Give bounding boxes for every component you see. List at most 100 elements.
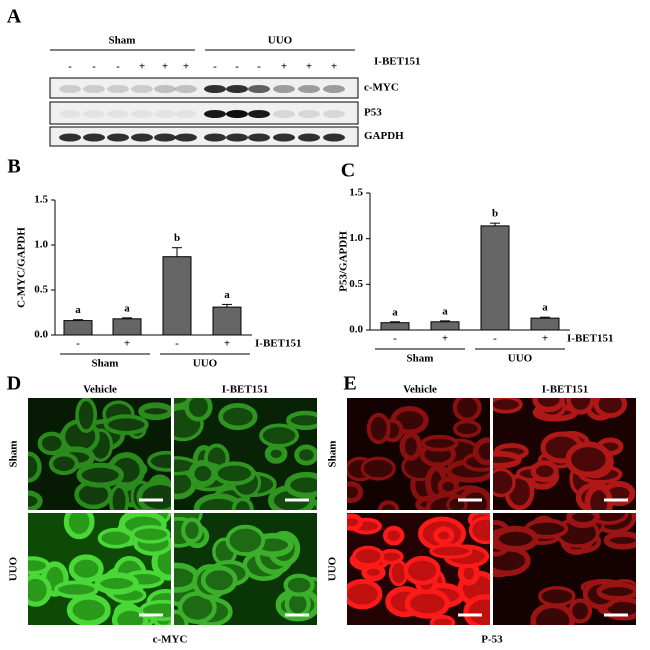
tubule xyxy=(28,573,52,607)
tubule xyxy=(94,572,139,595)
blot-band xyxy=(107,85,129,93)
blot-band xyxy=(83,133,105,142)
tubule xyxy=(97,527,134,549)
blot-band xyxy=(298,85,320,93)
tubule xyxy=(538,586,576,607)
blot-band xyxy=(175,133,197,142)
x-tick-label: - xyxy=(393,333,397,345)
tubule xyxy=(584,484,613,510)
tubule xyxy=(109,484,130,510)
blot-band xyxy=(83,110,105,118)
tubule xyxy=(28,490,43,510)
treatment-sign: - xyxy=(213,61,217,73)
tubule xyxy=(54,580,99,599)
row-label: Sham xyxy=(327,441,339,468)
tubule xyxy=(361,563,386,582)
panel-label: C xyxy=(341,160,355,182)
blot-band xyxy=(107,110,129,118)
bar xyxy=(212,306,242,336)
tubule xyxy=(429,614,456,625)
group-label: Sham xyxy=(109,35,136,47)
x-tick-label: + xyxy=(224,338,230,350)
group-label: UUO xyxy=(193,358,218,370)
y-tick-label: 1.0 xyxy=(349,232,363,244)
blot-band xyxy=(175,110,197,118)
tubule xyxy=(184,398,213,422)
column-label: I-BET151 xyxy=(222,384,268,396)
bar xyxy=(530,317,560,331)
tubule xyxy=(174,398,191,408)
tubule xyxy=(136,479,171,510)
tubule xyxy=(403,555,441,586)
tubule xyxy=(130,525,171,544)
blot-row-label: GAPDH xyxy=(364,130,404,142)
blot-band xyxy=(273,133,295,142)
bar xyxy=(162,256,192,336)
tubule xyxy=(174,609,189,625)
tubule xyxy=(378,500,400,510)
tubule xyxy=(225,524,266,557)
significance-letter: a xyxy=(124,302,130,314)
tubule xyxy=(493,467,516,498)
tubule xyxy=(213,461,256,486)
tubule xyxy=(566,398,595,415)
tubule xyxy=(68,554,104,583)
tubule xyxy=(452,398,482,422)
tubule xyxy=(75,398,98,433)
tubule xyxy=(532,398,565,413)
group-label: Sham xyxy=(92,358,119,370)
significance-letter: a xyxy=(75,304,81,316)
treatment-label: I-BET151 xyxy=(255,338,301,350)
tubule xyxy=(28,451,42,483)
panel-label: E xyxy=(343,373,356,395)
y-tick-label: 1.0 xyxy=(34,239,48,251)
group-label: UUO xyxy=(508,353,533,365)
blot-band xyxy=(226,85,248,93)
tubule xyxy=(593,398,627,419)
micrograph xyxy=(347,513,490,625)
micrograph xyxy=(347,398,490,510)
tubule xyxy=(399,432,423,461)
y-axis-label: P53/GAPDH xyxy=(338,231,350,292)
bar xyxy=(63,320,93,336)
tubule xyxy=(138,402,171,421)
tubule xyxy=(294,444,317,466)
bar xyxy=(380,322,410,331)
tubule xyxy=(103,414,149,436)
blot-band xyxy=(226,110,248,118)
y-axis-label: C-MYC/GAPDH xyxy=(16,227,28,308)
treatment-sign: - xyxy=(68,61,72,73)
tubule xyxy=(347,578,383,610)
tubule xyxy=(188,460,218,488)
tubule xyxy=(76,462,124,488)
blot-band xyxy=(131,85,153,93)
tubule xyxy=(231,497,254,510)
x-tick-label: - xyxy=(76,338,80,350)
y-tick-label: 0.0 xyxy=(34,329,48,341)
treatment-sign: + xyxy=(281,61,287,73)
blot-row-label: c-MYC xyxy=(364,82,399,94)
tubule xyxy=(286,410,317,430)
tubule xyxy=(568,598,593,624)
micrograph xyxy=(28,398,171,510)
blot-band xyxy=(323,85,345,93)
significance-letter: a xyxy=(442,305,448,317)
tubule xyxy=(463,594,490,625)
blot-band xyxy=(298,133,320,142)
blot-band xyxy=(248,133,270,142)
y-tick-label: 1.5 xyxy=(349,187,363,199)
row-label: Sham xyxy=(8,441,20,468)
treatment-sign: - xyxy=(257,61,261,73)
significance-letter: a xyxy=(542,302,548,314)
tubule xyxy=(352,545,385,567)
blot-band xyxy=(154,110,176,118)
tubule xyxy=(429,543,473,559)
blot-band xyxy=(107,133,129,142)
significance-letter: a xyxy=(392,306,398,318)
blot-band xyxy=(248,110,270,118)
treatment-sign: - xyxy=(92,61,96,73)
micrograph xyxy=(174,398,317,510)
tubule xyxy=(28,556,51,576)
y-tick-label: 1.5 xyxy=(34,194,48,206)
